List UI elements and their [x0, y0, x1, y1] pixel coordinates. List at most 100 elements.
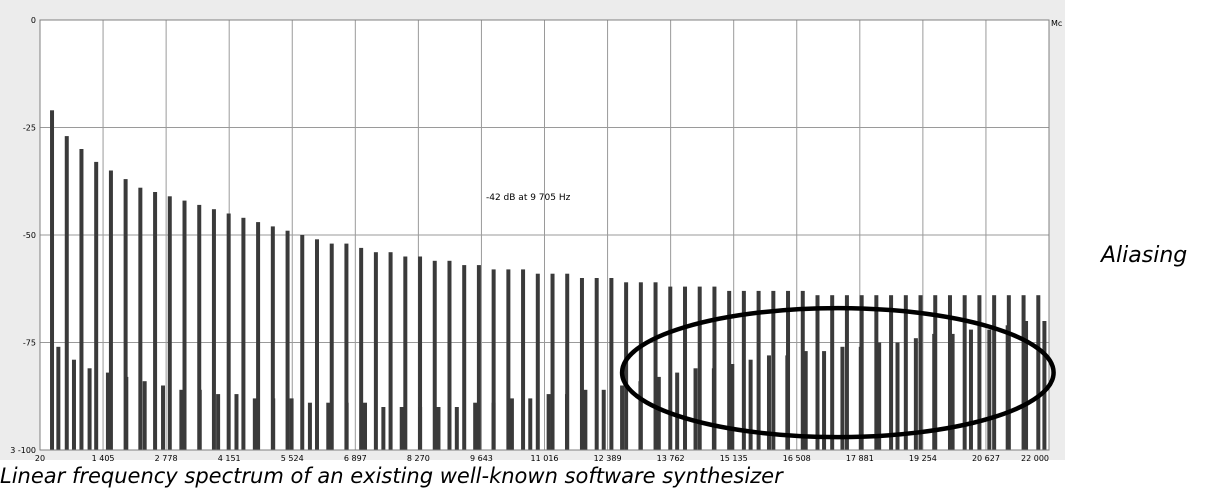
x-tick-label: 5 524 — [281, 454, 304, 463]
alias-bar — [252, 398, 257, 450]
harmonic-bar — [476, 265, 481, 450]
y-tick-label: 0 — [31, 16, 36, 25]
harmonic-bar — [565, 273, 570, 450]
harmonic-bar — [506, 269, 511, 450]
harmonic-bar — [270, 226, 275, 450]
harmonic-bar — [771, 290, 776, 450]
alias-bar — [418, 407, 423, 450]
alias-bar — [344, 402, 349, 450]
harmonic-bar — [830, 295, 835, 450]
x-tick-label: 1 405 — [92, 454, 115, 463]
harmonic-bar — [462, 265, 467, 450]
alias-bar — [454, 407, 459, 450]
harmonic-bar — [903, 295, 908, 450]
harmonic-bar — [314, 239, 319, 450]
alias-bar — [197, 389, 202, 450]
harmonic-bar — [138, 187, 143, 450]
plot-border — [39, 19, 1050, 451]
alias-bar — [71, 359, 76, 450]
alias-bar — [509, 398, 514, 450]
alias-bar — [307, 402, 312, 450]
alias-bar — [620, 385, 625, 450]
figure-caption: Linear frequency spectrum of an existing… — [0, 464, 783, 488]
alias-bar — [161, 385, 166, 450]
harmonic-bar — [403, 256, 408, 450]
alias-bar — [564, 394, 569, 450]
harmonic-bar — [535, 273, 540, 450]
harmonic-bar — [373, 252, 378, 450]
harmonic-bar — [344, 243, 349, 450]
x-tick-label: 15 135 — [720, 454, 748, 463]
harmonic-bar — [300, 235, 305, 450]
harmonic-bar — [800, 290, 805, 450]
alias-bar — [105, 372, 110, 450]
harmonic-bar — [153, 192, 158, 450]
alias-bar — [748, 359, 753, 450]
alias-bar — [913, 338, 918, 450]
right-edge-label: Mc — [1051, 19, 1062, 28]
harmonic-bar — [653, 282, 658, 450]
alias-bar — [234, 394, 239, 450]
alias-bar — [179, 389, 184, 450]
alias-bar — [840, 346, 845, 450]
harmonic-bar — [329, 243, 334, 450]
harmonic-bar — [388, 252, 393, 450]
alias-bar — [381, 407, 386, 450]
alias-bar — [87, 368, 92, 450]
alias-bar — [1005, 325, 1010, 450]
harmonic-bar — [697, 286, 702, 450]
x-tick-label: 20 — [35, 454, 45, 463]
alias-bar — [546, 394, 551, 450]
harmonic-bar — [123, 179, 128, 450]
alias-bar — [142, 381, 147, 450]
harmonic-bar — [609, 278, 614, 450]
harmonic-bar — [418, 256, 423, 450]
harmonic-bar — [285, 230, 290, 450]
harmonic-bar — [947, 295, 952, 450]
harmonic-bar — [668, 286, 673, 450]
x-axis-ticks: 20 1 405 2 778 4 151 5 524 6 897 8 270 9 643 11 … — [35, 454, 1049, 463]
alias-bar — [1042, 321, 1047, 450]
harmonic-bar — [432, 260, 437, 450]
harmonic-bar — [727, 290, 732, 450]
alias-bar — [968, 329, 973, 450]
cursor-readout: -42 dB at 9 705 Hz — [486, 193, 571, 203]
x-tick-label: 22 000 — [1021, 454, 1049, 463]
alias-bar — [271, 398, 276, 450]
alias-bar — [675, 372, 680, 450]
alias-bar — [656, 376, 661, 450]
alias-bar — [326, 402, 331, 450]
harmonic-bar — [108, 170, 113, 450]
alias-bar — [399, 407, 404, 450]
harmonic-bar — [521, 269, 526, 450]
x-tick-label: 13 762 — [657, 454, 685, 463]
x-tick-label: 12 389 — [594, 454, 622, 463]
harmonic-bar — [241, 217, 246, 450]
alias-bar — [1024, 321, 1029, 450]
x-tick-label: 8 270 — [407, 454, 430, 463]
harmonic-bar — [447, 260, 452, 450]
alias-bar — [601, 389, 606, 450]
alias-bar — [693, 368, 698, 450]
alias-bar — [124, 376, 129, 450]
harmonic-bar — [182, 200, 187, 450]
harmonic-bar — [624, 282, 629, 450]
harmonic-bar — [594, 278, 599, 450]
harmonic-bar — [50, 110, 55, 451]
alias-bar — [950, 333, 955, 450]
harmonic-bar — [359, 247, 364, 450]
x-tick-label: 19 254 — [909, 454, 937, 463]
harmonic-bar — [844, 295, 849, 450]
x-tick-label: 6 897 — [344, 454, 367, 463]
alias-bar — [987, 329, 992, 450]
alias-bar — [895, 342, 900, 450]
harmonic-bar — [992, 295, 997, 450]
alias-bar — [711, 368, 716, 450]
x-tick-label: 9 643 — [470, 454, 493, 463]
harmonic-bar — [815, 295, 820, 450]
alias-bar — [785, 355, 790, 450]
harmonic-bar — [211, 209, 216, 450]
x-tick-label: 16 508 — [783, 454, 811, 463]
y-axis-ticks: 0 -25 -50 -75 3 -100 — [10, 16, 36, 455]
harmonic-bar — [94, 161, 99, 450]
